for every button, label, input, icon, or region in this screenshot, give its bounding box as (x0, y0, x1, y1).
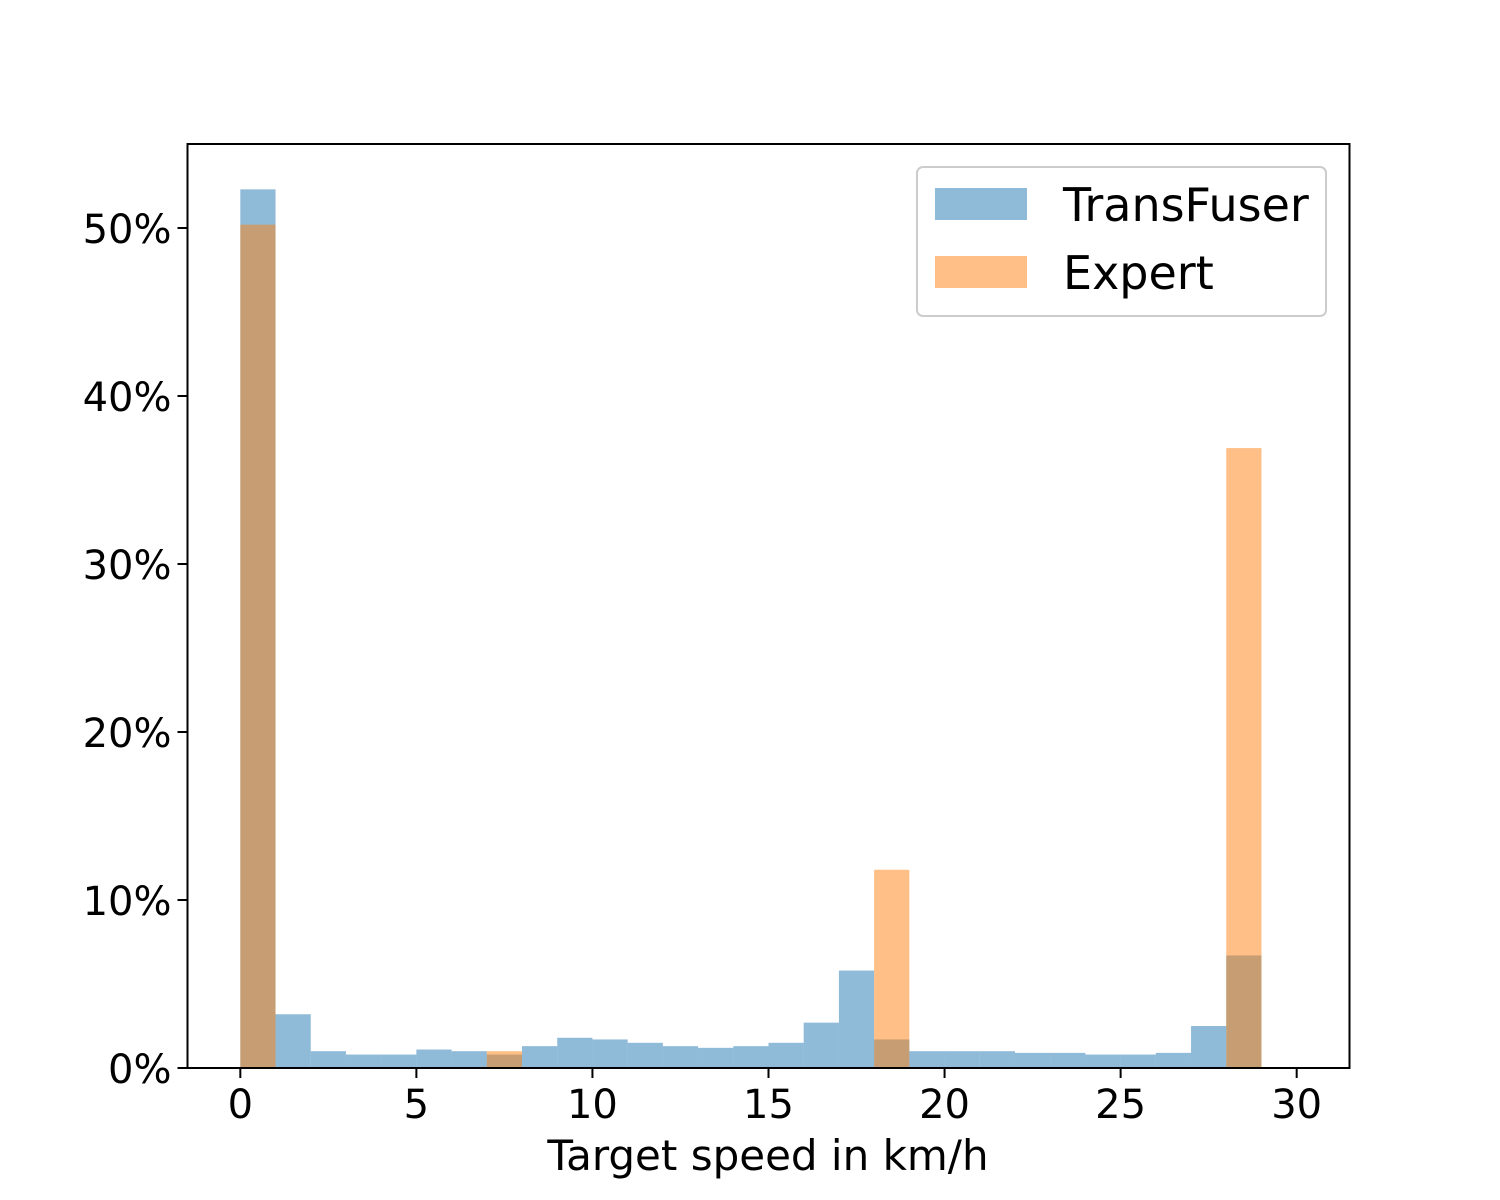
bar-transfuser-17 (838, 970, 875, 1068)
legend: TransFuser Expert (916, 166, 1327, 317)
bar-transfuser-1 (275, 1014, 311, 1068)
bar-transfuser-16 (803, 1022, 839, 1068)
bar-transfuser-26 (1155, 1052, 1192, 1068)
bar-transfuser-4 (381, 1054, 417, 1068)
x-tick-label: 20 (919, 1082, 970, 1128)
x-tick-label: 15 (743, 1082, 794, 1128)
legend-swatch-expert (935, 256, 1027, 288)
bar-transfuser-13 (698, 1047, 734, 1068)
bar-transfuser-25 (1120, 1054, 1156, 1068)
bar-transfuser-11 (627, 1042, 663, 1068)
bar-transfuser-3 (345, 1054, 382, 1068)
bar-transfuser-2 (310, 1051, 346, 1068)
y-tick-label: 30% (83, 543, 172, 589)
x-tick-label: 25 (1095, 1082, 1146, 1128)
bars-layer (240, 189, 1262, 1069)
y-tick-label: 10% (83, 879, 172, 925)
x-tick-label: 0 (228, 1082, 253, 1128)
legend-swatch-transfuser (935, 188, 1027, 220)
x-tick-label: 30 (1271, 1082, 1322, 1128)
bar-transfuser-9 (557, 1037, 593, 1068)
bar-transfuser-10 (592, 1039, 628, 1068)
y-tick-label: 20% (83, 711, 172, 757)
x-axis-label: Target speed in km/h (546, 1131, 988, 1180)
bar-transfuser-15 (768, 1042, 804, 1068)
legend-label-transfuser: TransFuser (1062, 178, 1309, 232)
y-axis: 0% 10% 20% 30% 40% 50% (83, 207, 188, 1093)
bar-transfuser-22 (1014, 1052, 1051, 1068)
bar-transfuser-8 (522, 1046, 558, 1068)
y-tick-label: 0% (108, 1047, 171, 1093)
bar-expert-28 (1226, 448, 1262, 1069)
bar-expert-0 (240, 224, 276, 1068)
bar-transfuser-14 (733, 1046, 769, 1068)
bar-transfuser-24 (1085, 1054, 1121, 1068)
bar-transfuser-27 (1191, 1026, 1227, 1068)
bar-transfuser-5 (416, 1049, 452, 1068)
legend-label-expert: Expert (1063, 246, 1214, 300)
y-tick-label: 40% (83, 375, 172, 421)
bar-transfuser-12 (662, 1046, 699, 1068)
x-tick-label: 10 (567, 1082, 618, 1128)
bar-transfuser-23 (1050, 1052, 1086, 1068)
bar-transfuser-6 (451, 1051, 487, 1068)
bar-transfuser-20 (944, 1051, 980, 1068)
bar-expert-7 (486, 1051, 523, 1068)
x-tick-label: 5 (404, 1082, 429, 1128)
bar-transfuser-19 (909, 1051, 945, 1068)
bar-expert-18 (874, 869, 910, 1068)
bar-transfuser-21 (979, 1051, 1015, 1068)
y-tick-label: 50% (83, 207, 172, 253)
x-axis: 0 5 10 15 20 25 30 (228, 1068, 1322, 1128)
